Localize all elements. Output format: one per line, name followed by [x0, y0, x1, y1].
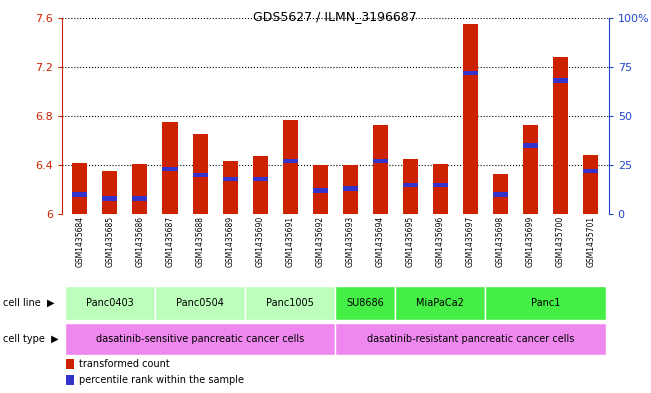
Bar	[102, 196, 117, 200]
Text: GSM1435701: GSM1435701	[586, 216, 595, 267]
Text: GSM1435695: GSM1435695	[406, 216, 415, 268]
Text: transformed count: transformed count	[79, 359, 170, 369]
Text: Panc0504: Panc0504	[176, 298, 224, 308]
Text: GSM1435686: GSM1435686	[135, 216, 145, 267]
Bar	[312, 189, 327, 193]
Bar	[102, 171, 117, 214]
Bar	[163, 122, 178, 214]
Bar	[72, 193, 87, 196]
Text: GSM1435690: GSM1435690	[256, 216, 265, 268]
Text: dasatinib-resistant pancreatic cancer cells: dasatinib-resistant pancreatic cancer ce…	[367, 334, 574, 344]
FancyBboxPatch shape	[335, 286, 395, 320]
Text: GSM1435698: GSM1435698	[496, 216, 505, 267]
Text: SU8686: SU8686	[346, 298, 384, 308]
Bar	[373, 125, 388, 214]
FancyBboxPatch shape	[486, 286, 605, 320]
Text: GSM1435693: GSM1435693	[346, 216, 355, 268]
Bar	[193, 173, 208, 177]
Text: GSM1435688: GSM1435688	[195, 216, 204, 267]
Bar	[433, 183, 448, 187]
Text: GSM1435697: GSM1435697	[466, 216, 475, 268]
FancyBboxPatch shape	[335, 323, 605, 355]
Bar	[583, 155, 598, 214]
Bar	[433, 164, 448, 214]
Bar	[132, 164, 148, 214]
Text: GSM1435687: GSM1435687	[165, 216, 174, 267]
Text: GSM1435694: GSM1435694	[376, 216, 385, 268]
Bar	[343, 165, 358, 214]
Bar	[283, 119, 298, 214]
FancyBboxPatch shape	[155, 286, 245, 320]
Text: dasatinib-sensitive pancreatic cancer cells: dasatinib-sensitive pancreatic cancer ce…	[96, 334, 304, 344]
Bar	[583, 169, 598, 173]
Text: GSM1435684: GSM1435684	[76, 216, 85, 267]
Bar	[343, 187, 358, 191]
Bar	[66, 375, 74, 385]
Bar	[163, 167, 178, 171]
Bar	[193, 134, 208, 214]
Bar	[553, 57, 568, 214]
FancyBboxPatch shape	[395, 286, 486, 320]
Bar	[403, 159, 418, 214]
Text: Panc0403: Panc0403	[86, 298, 134, 308]
Bar	[553, 79, 568, 83]
Bar	[493, 174, 508, 214]
Text: GSM1435691: GSM1435691	[286, 216, 295, 267]
Bar	[253, 156, 268, 214]
Text: cell line  ▶: cell line ▶	[3, 298, 55, 308]
FancyBboxPatch shape	[245, 286, 335, 320]
Bar	[223, 177, 238, 181]
Bar	[493, 193, 508, 196]
Text: GSM1435685: GSM1435685	[105, 216, 115, 267]
Bar	[403, 183, 418, 187]
Bar	[312, 165, 327, 214]
Text: Panc1: Panc1	[531, 298, 561, 308]
Bar	[223, 162, 238, 214]
Bar	[463, 24, 478, 214]
Bar	[373, 159, 388, 163]
Bar	[72, 163, 87, 214]
Text: Panc1005: Panc1005	[266, 298, 314, 308]
FancyBboxPatch shape	[65, 286, 155, 320]
Bar	[523, 125, 538, 214]
Text: GSM1435692: GSM1435692	[316, 216, 325, 267]
Text: GSM1435700: GSM1435700	[556, 216, 565, 268]
Text: cell type  ▶: cell type ▶	[3, 334, 59, 344]
Text: GSM1435696: GSM1435696	[436, 216, 445, 268]
Bar	[66, 359, 74, 369]
Text: GSM1435689: GSM1435689	[226, 216, 234, 267]
Bar	[132, 196, 148, 200]
Bar	[253, 177, 268, 181]
FancyBboxPatch shape	[65, 323, 335, 355]
Text: GSM1435699: GSM1435699	[526, 216, 535, 268]
Bar	[523, 143, 538, 147]
Bar	[283, 159, 298, 163]
Text: MiaPaCa2: MiaPaCa2	[417, 298, 464, 308]
Text: percentile rank within the sample: percentile rank within the sample	[79, 375, 244, 385]
Bar	[463, 71, 478, 75]
Text: GDS5627 / ILMN_3196687: GDS5627 / ILMN_3196687	[253, 10, 417, 23]
